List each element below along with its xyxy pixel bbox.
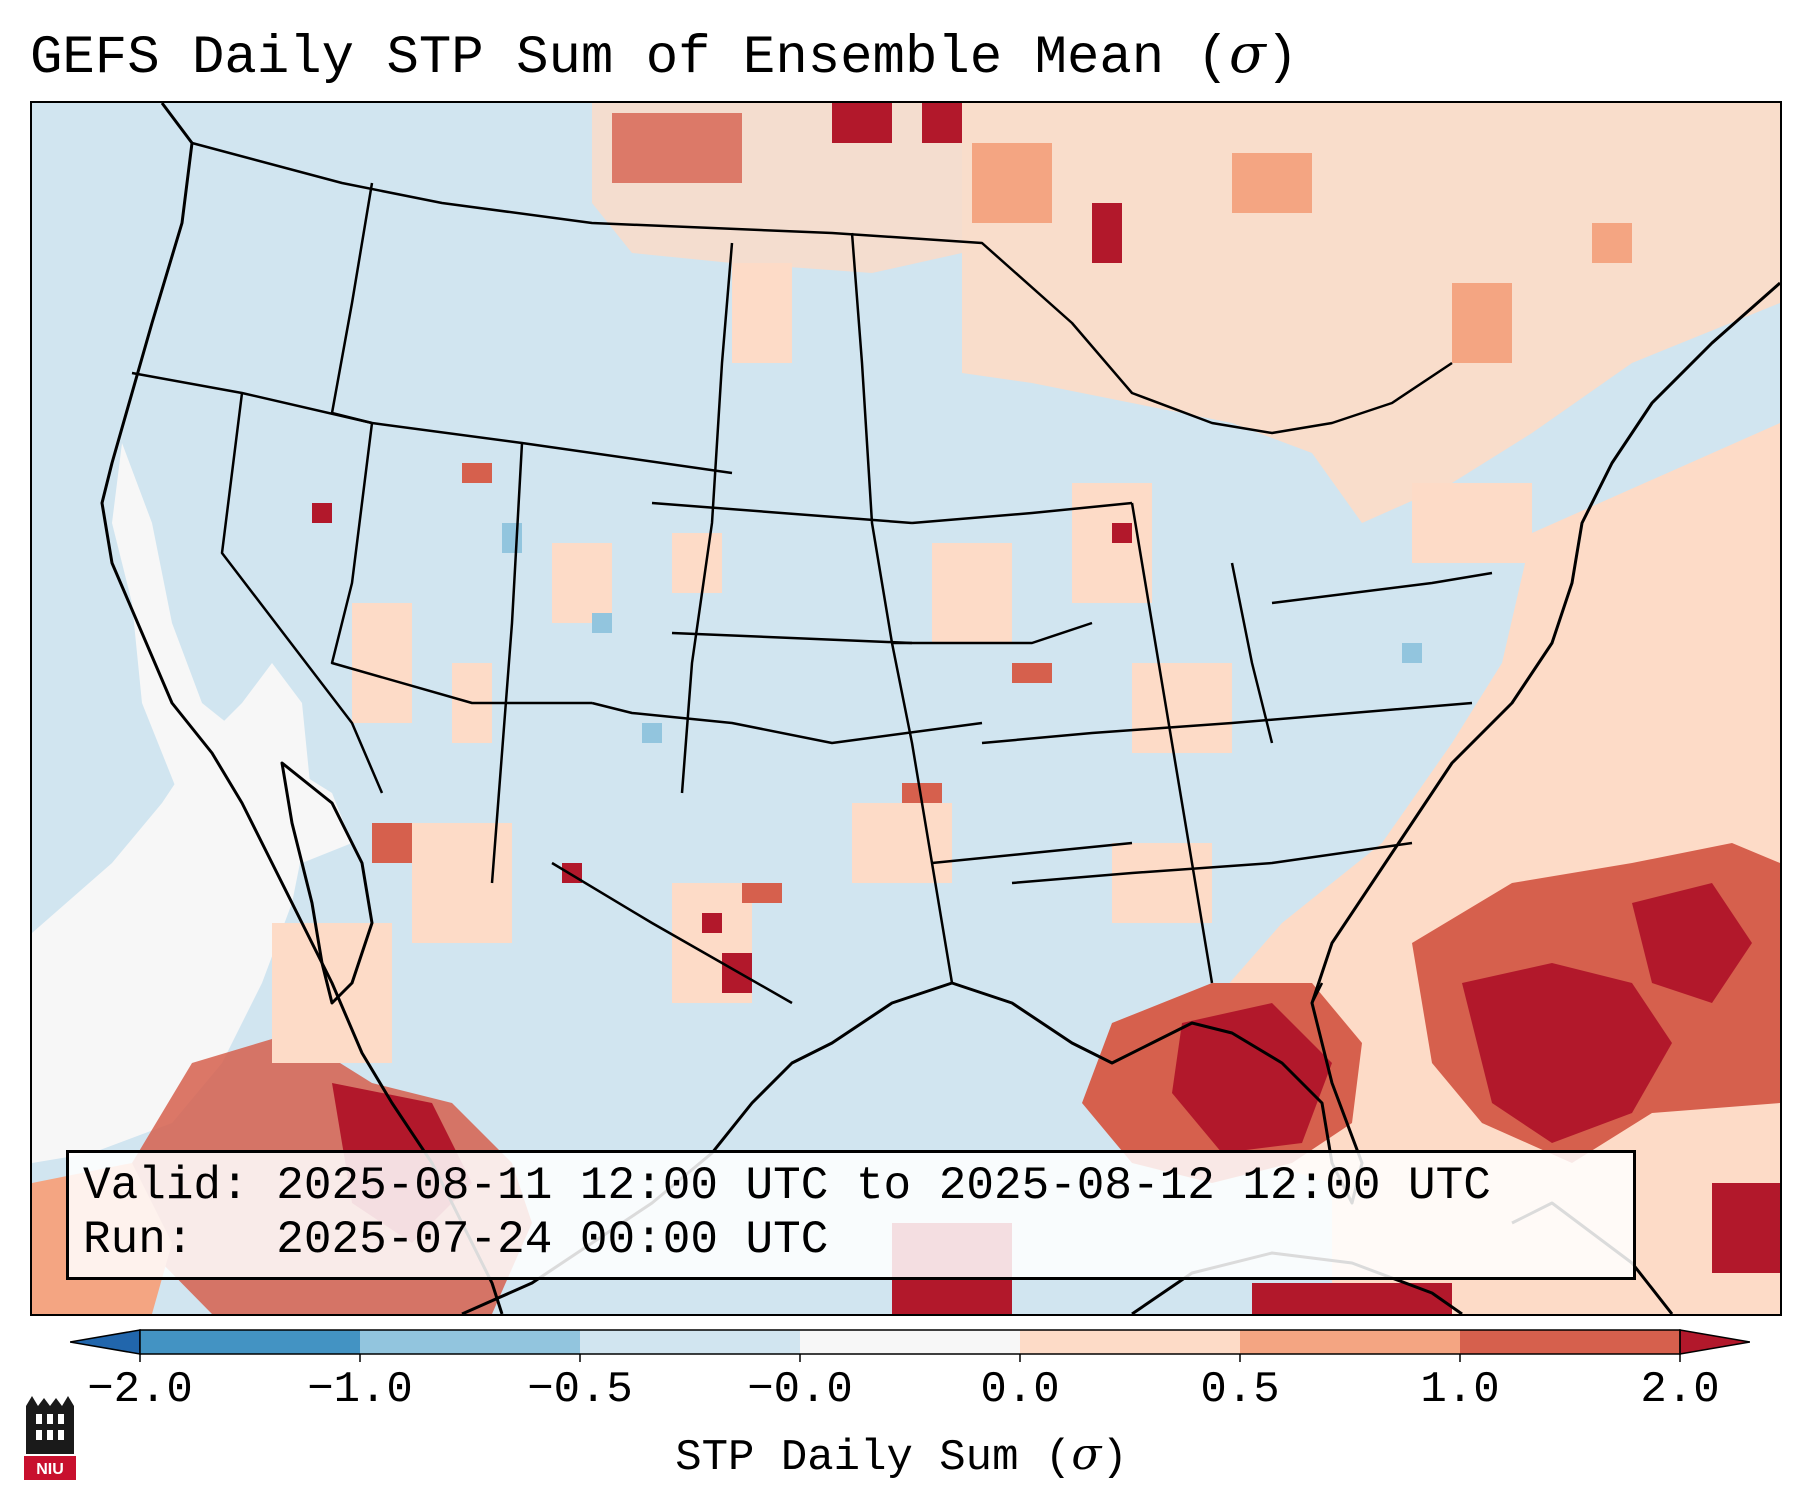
colorbar-bin bbox=[580, 1330, 800, 1354]
colorbar-tick-label: 1.0 bbox=[1420, 1365, 1500, 1415]
colorbar-extend-low bbox=[70, 1329, 141, 1355]
valid-label: Valid: bbox=[83, 1160, 249, 1212]
colorbar-bin bbox=[140, 1330, 360, 1354]
chart-title: GEFS Daily STP Sum of Ensemble Mean (σ) bbox=[30, 22, 1298, 91]
colorbar-bin bbox=[800, 1330, 1020, 1354]
colorbar-bin bbox=[1240, 1330, 1460, 1354]
colorbar-label-text: STP Daily Sum ( bbox=[675, 1433, 1072, 1483]
title-close: ) bbox=[1265, 28, 1299, 89]
valid-line: Valid: 2025-08-11 12:00 UTC to 2025-08-1… bbox=[83, 1159, 1633, 1213]
colorbar-bin bbox=[360, 1330, 580, 1354]
stp-map bbox=[32, 103, 1780, 1314]
colorbar-outline bbox=[139, 1329, 1681, 1355]
colorbar-bin bbox=[1020, 1330, 1240, 1354]
run-line: Run: 2025-07-24 00:00 UTC bbox=[83, 1213, 1633, 1267]
colorbar-label-sigma: σ bbox=[1071, 1429, 1102, 1480]
run-value: 2025-07-24 00:00 UTC bbox=[276, 1214, 829, 1266]
colorbar-tick-label: 0.0 bbox=[980, 1365, 1060, 1415]
colorbar-tick-label: 0.5 bbox=[1200, 1365, 1280, 1415]
run-label: Run: bbox=[83, 1214, 194, 1266]
colorbar bbox=[70, 1329, 1750, 1362]
niu-logo: NIU bbox=[24, 1396, 76, 1480]
colorbar-bin bbox=[1460, 1330, 1680, 1354]
colorbar-tick-label: −1.0 bbox=[307, 1365, 413, 1415]
sigma-symbol: σ bbox=[1229, 22, 1266, 85]
state-borders bbox=[131, 141, 1493, 1005]
title-text: GEFS Daily STP Sum of Ensemble Mean ( bbox=[30, 28, 1229, 89]
colorbar-extend-high bbox=[1679, 1329, 1750, 1355]
colorbar-label-close: ) bbox=[1101, 1433, 1128, 1483]
colorbar-label: STP Daily Sum (σ) bbox=[0, 1428, 1803, 1485]
colorbar-tick-label: 2.0 bbox=[1640, 1365, 1720, 1415]
colorbar-bins bbox=[70, 1329, 1750, 1362]
colorbar-tick-label: −0.0 bbox=[747, 1365, 853, 1415]
colorbar-tick-label: −0.5 bbox=[527, 1365, 633, 1415]
colorbar-tick-label: −2.0 bbox=[87, 1365, 193, 1415]
map-panel[interactable] bbox=[30, 101, 1782, 1316]
valid-value: 2025-08-11 12:00 UTC to 2025-08-12 12:00… bbox=[276, 1160, 1491, 1212]
info-box: Valid: 2025-08-11 12:00 UTC to 2025-08-1… bbox=[66, 1150, 1636, 1280]
niu-logo-text: NIU bbox=[36, 1461, 64, 1478]
